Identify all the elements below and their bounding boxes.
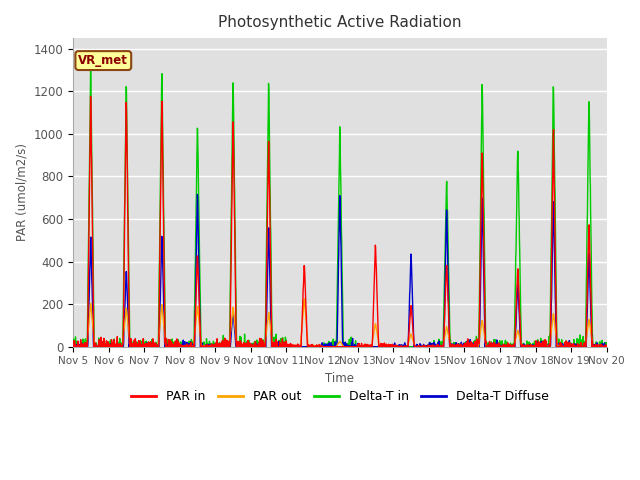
- X-axis label: Time: Time: [325, 372, 355, 385]
- Y-axis label: PAR (umol/m2/s): PAR (umol/m2/s): [15, 144, 28, 241]
- PAR in: [218, 342, 226, 348]
- Delta-T in: [603, 340, 611, 346]
- PAR out: [571, 344, 579, 349]
- PAR out: [218, 344, 226, 349]
- Delta-T Diffuse: [571, 344, 579, 349]
- Line: Delta-T Diffuse: Delta-T Diffuse: [73, 194, 607, 347]
- Delta-T in: [218, 344, 226, 349]
- PAR in: [69, 344, 77, 349]
- Title: Photosynthetic Active Radiation: Photosynthetic Active Radiation: [218, 15, 461, 30]
- Delta-T Diffuse: [556, 344, 564, 349]
- PAR out: [300, 296, 308, 301]
- Line: Delta-T in: Delta-T in: [73, 69, 607, 347]
- Delta-T in: [69, 344, 77, 349]
- PAR in: [87, 94, 95, 99]
- Delta-T Diffuse: [355, 344, 363, 349]
- Text: VR_met: VR_met: [78, 54, 128, 67]
- Line: PAR in: PAR in: [73, 96, 607, 347]
- PAR in: [603, 344, 611, 349]
- PAR in: [495, 343, 503, 349]
- Delta-T Diffuse: [193, 192, 201, 197]
- PAR out: [603, 344, 611, 349]
- PAR in: [571, 344, 579, 349]
- Delta-T in: [556, 342, 564, 348]
- PAR out: [69, 344, 77, 349]
- Legend: PAR in, PAR out, Delta-T in, Delta-T Diffuse: PAR in, PAR out, Delta-T in, Delta-T Dif…: [126, 385, 554, 408]
- PAR out: [556, 344, 564, 349]
- Delta-T Diffuse: [603, 343, 611, 349]
- Delta-T in: [367, 344, 374, 349]
- Delta-T Diffuse: [69, 344, 77, 349]
- PAR in: [556, 344, 564, 349]
- PAR in: [367, 342, 375, 348]
- Delta-T in: [87, 66, 95, 72]
- Line: PAR out: PAR out: [73, 299, 607, 347]
- PAR out: [367, 344, 374, 349]
- Delta-T Diffuse: [218, 344, 226, 349]
- Delta-T in: [355, 344, 363, 349]
- Delta-T in: [495, 343, 503, 348]
- PAR out: [495, 344, 503, 349]
- PAR in: [69, 342, 77, 348]
- Delta-T Diffuse: [495, 341, 503, 347]
- Delta-T Diffuse: [367, 344, 374, 349]
- PAR in: [356, 344, 364, 349]
- Delta-T in: [571, 344, 579, 349]
- PAR out: [355, 344, 363, 349]
